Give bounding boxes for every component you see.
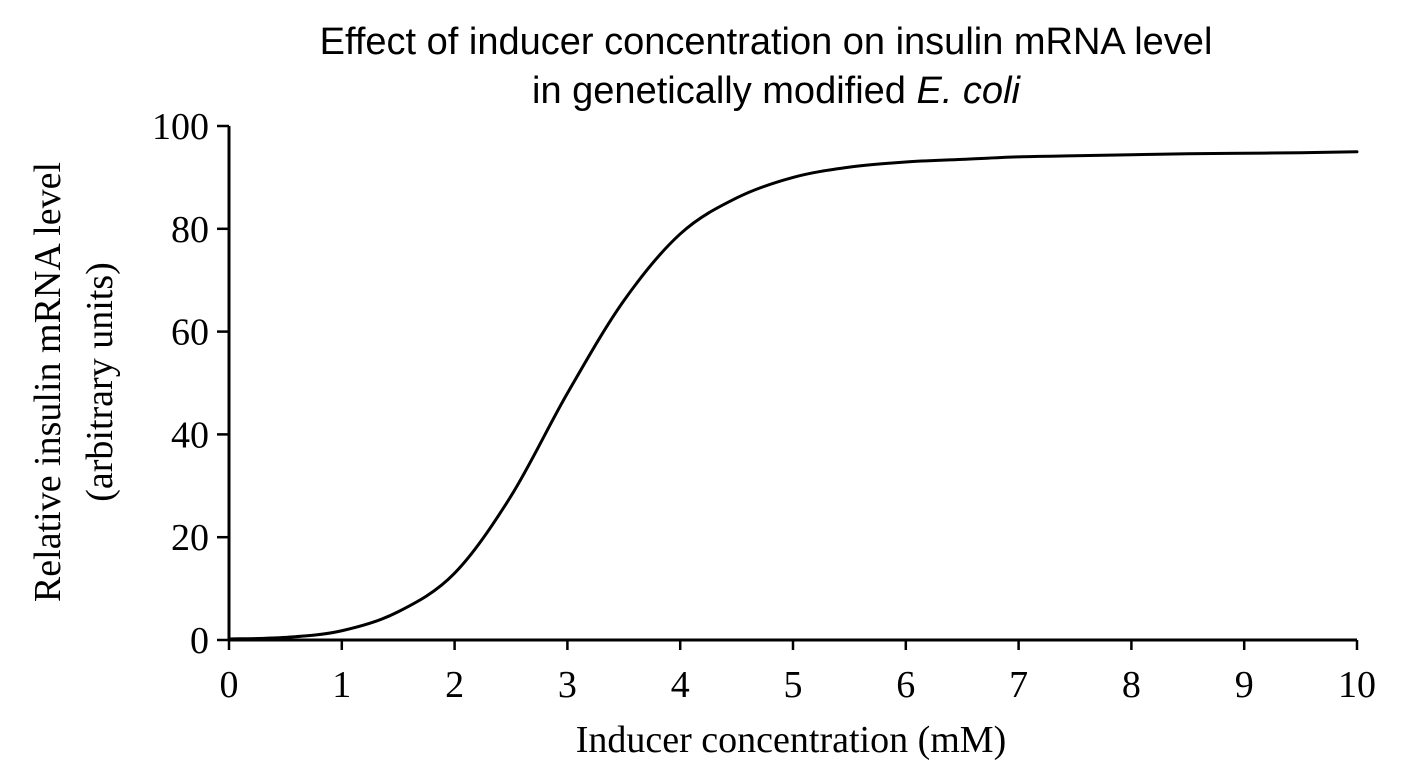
y-tick-label: 0 <box>190 620 209 662</box>
y-tick-label: 40 <box>171 414 209 456</box>
chart-subtitle: in genetically modified E. coli <box>532 70 1021 112</box>
x-tick-label: 10 <box>1338 664 1376 706</box>
x-tick-label: 2 <box>445 664 464 706</box>
chart-title: Effect of inducer concentration on insul… <box>320 21 1213 63</box>
y-axis-label-line1: Relative insulin mRNA level <box>27 162 69 602</box>
y-tick-label: 60 <box>171 312 209 354</box>
series-layer <box>227 150 1359 641</box>
y-tick-label: 20 <box>171 517 209 559</box>
x-tick-label: 8 <box>1122 664 1141 706</box>
x-tick-label: 3 <box>558 664 577 706</box>
x-tick-label: 5 <box>784 664 803 706</box>
series-line-1 <box>227 150 1359 641</box>
x-tick-label: 7 <box>1009 664 1028 706</box>
chart-subtitle-prefix: in genetically modified <box>532 70 916 112</box>
y-axis-label: Relative insulin mRNA level (arbitrary u… <box>27 162 121 602</box>
x-axis-label: Inducer concentration (mM) <box>576 719 1007 761</box>
y-axis-label-line2: (arbitrary units) <box>79 262 121 502</box>
x-tick-label: 4 <box>671 664 690 706</box>
x-tick-label: 9 <box>1235 664 1254 706</box>
x-tick-label: 0 <box>220 664 239 706</box>
axes-layer <box>227 126 1357 642</box>
y-tick-label: 80 <box>171 209 209 251</box>
x-tick-label: 1 <box>332 664 351 706</box>
chart-subtitle-italic: E. coli <box>916 70 1021 112</box>
x-tick-label: 6 <box>896 664 915 706</box>
y-tick-label: 100 <box>152 106 209 148</box>
